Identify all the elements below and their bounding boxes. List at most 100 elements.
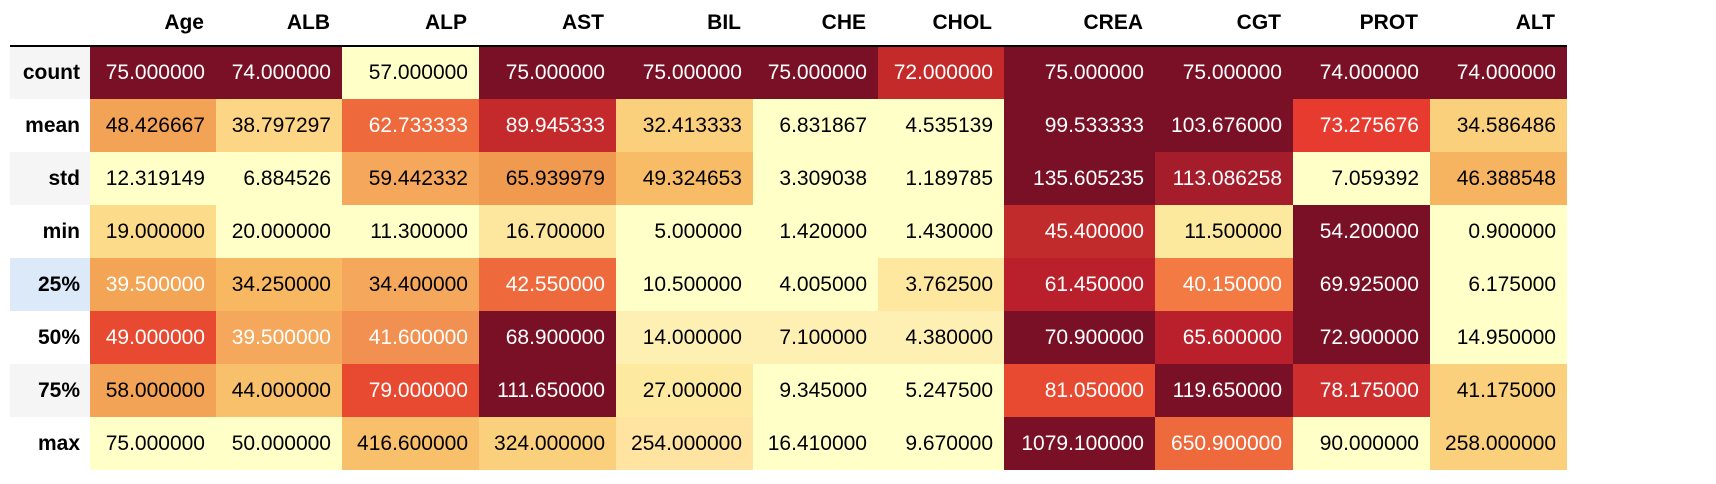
table-cell: 75.000000 [479,46,616,99]
table-cell: 65.600000 [1155,311,1293,364]
table-cell: 54.200000 [1293,205,1430,258]
table-cell: 39.500000 [216,311,342,364]
table-cell: 75.000000 [753,46,878,99]
table-cell: 119.650000 [1155,364,1293,417]
table-cell: 41.600000 [342,311,479,364]
column-header-ast: AST [479,0,616,47]
table-cell: 81.050000 [1004,364,1155,417]
table-cell: 70.900000 [1004,311,1155,364]
table-cell: 20.000000 [216,205,342,258]
table-cell: 11.300000 [342,205,479,258]
table-cell: 416.600000 [342,417,479,470]
table-cell: 258.000000 [1430,417,1567,470]
table-cell: 4.380000 [878,311,1004,364]
table-cell: 99.533333 [1004,99,1155,152]
table-cell: 74.000000 [1293,46,1430,99]
table-cell: 650.900000 [1155,417,1293,470]
table-cell: 74.000000 [1430,46,1567,99]
table-cell: 59.442332 [342,152,479,205]
table-cell: 68.900000 [479,311,616,364]
row-header: std [10,152,90,205]
table-row: 25% 39.500000 34.250000 34.400000 42.550000 1… [10,258,1567,311]
table-cell: 14.000000 [616,311,753,364]
table-cell: 113.086258 [1155,152,1293,205]
table-cell: 9.670000 [878,417,1004,470]
table-cell: 40.150000 [1155,258,1293,311]
table-cell: 324.000000 [479,417,616,470]
table-cell: 254.000000 [616,417,753,470]
table-cell: 7.059392 [1293,152,1430,205]
row-header: max [10,417,90,470]
table-cell: 34.586486 [1430,99,1567,152]
table-cell: 103.676000 [1155,99,1293,152]
table-cell: 10.500000 [616,258,753,311]
table-cell: 7.100000 [753,311,878,364]
table-cell: 44.000000 [216,364,342,417]
table-cell: 1.420000 [753,205,878,258]
table-cell: 49.000000 [90,311,216,364]
table-body: count 75.000000 74.000000 57.000000 75.00000… [10,46,1567,470]
table-cell: 62.733333 [342,99,479,152]
table-cell: 27.000000 [616,364,753,417]
table-row: count 75.000000 74.000000 57.000000 75.00000… [10,46,1567,99]
table-cell: 41.175000 [1430,364,1567,417]
table-cell: 14.950000 [1430,311,1567,364]
table-cell: 9.345000 [753,364,878,417]
table-cell: 3.762500 [878,258,1004,311]
column-header-alp: ALP [342,0,479,47]
table-cell: 135.605235 [1004,152,1155,205]
table-cell: 111.650000 [479,364,616,417]
table-cell: 38.797297 [216,99,342,152]
table-cell: 34.250000 [216,258,342,311]
column-header-cgt: CGT [1155,0,1293,47]
table-row: 75% 58.000000 44.000000 79.000000 111.650000… [10,364,1567,417]
table-cell: 57.000000 [342,46,479,99]
table-cell: 16.410000 [753,417,878,470]
index-header [10,0,90,47]
table-cell: 45.400000 [1004,205,1155,258]
table-cell: 32.413333 [616,99,753,152]
table-cell: 5.000000 [616,205,753,258]
table-cell: 79.000000 [342,364,479,417]
column-header-che: CHE [753,0,878,47]
table-cell: 72.000000 [878,46,1004,99]
table-cell: 90.000000 [1293,417,1430,470]
table-cell: 1.189785 [878,152,1004,205]
row-header: count [10,46,90,99]
table-cell: 75.000000 [90,46,216,99]
table-cell: 11.500000 [1155,205,1293,258]
table-cell: 5.247500 [878,364,1004,417]
table-cell: 61.450000 [1004,258,1155,311]
column-header-bil: BIL [616,0,753,47]
table-cell: 74.000000 [216,46,342,99]
table-cell: 39.500000 [90,258,216,311]
table-cell: 48.426667 [90,99,216,152]
table-cell: 58.000000 [90,364,216,417]
column-header-age: Age [90,0,216,47]
table-cell: 75.000000 [1004,46,1155,99]
table-cell: 75.000000 [90,417,216,470]
column-header-alt: ALT [1430,0,1567,47]
header-row: Age ALB ALP AST BIL CHE CHOL CREA CGT PROT ALT [10,0,1567,47]
table-row: mean 48.426667 38.797297 62.733333 89.945333… [10,99,1567,152]
table-cell: 16.700000 [479,205,616,258]
table-cell: 72.900000 [1293,311,1430,364]
table-cell: 65.939979 [479,152,616,205]
table-cell: 6.831867 [753,99,878,152]
table-cell: 75.000000 [1155,46,1293,99]
row-header: 50% [10,311,90,364]
describe-table: Age ALB ALP AST BIL CHE CHOL CREA CGT PROT ALT cou… [10,0,1567,470]
row-header: 75% [10,364,90,417]
table-cell: 73.275676 [1293,99,1430,152]
table-row: 50% 49.000000 39.500000 41.600000 68.900000 1… [10,311,1567,364]
table-cell: 4.005000 [753,258,878,311]
table-cell: 69.925000 [1293,258,1430,311]
table-cell: 6.175000 [1430,258,1567,311]
table-cell: 89.945333 [479,99,616,152]
row-header: mean [10,99,90,152]
table-cell: 4.535139 [878,99,1004,152]
table-cell: 6.884526 [216,152,342,205]
table-cell: 78.175000 [1293,364,1430,417]
table-row: min 19.000000 20.000000 11.300000 16.700000 5… [10,205,1567,258]
column-header-alb: ALB [216,0,342,47]
